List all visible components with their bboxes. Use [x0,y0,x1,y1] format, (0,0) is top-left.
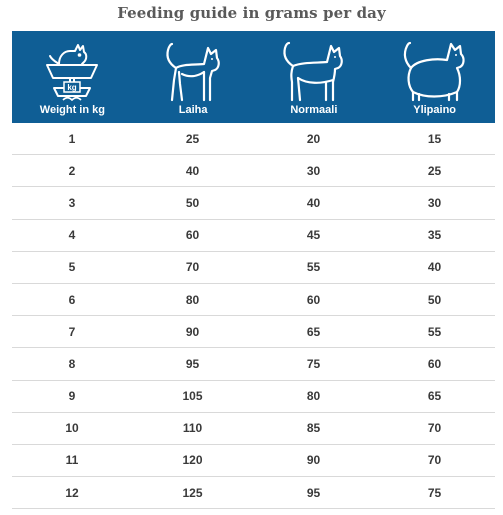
table-row: 10 110 85 70 [12,412,495,445]
thin-cell: 125 [132,476,253,510]
overweight-cell: 75 [374,476,495,510]
overweight-cell: 55 [374,315,495,349]
thin-cell: 25 [132,123,253,156]
header-overweight: Ylipaino [374,31,495,123]
weight-cell: 3 [12,186,132,220]
thin-cell: 120 [132,444,253,478]
header-weight: kg Weight in kg [12,31,133,123]
header-label-normal: Normaali [290,104,338,116]
normal-cell: 45 [253,219,374,252]
weight-cell: 7 [12,315,132,349]
weight-cell: 9 [12,380,132,413]
table-row: 8 95 75 60 [12,347,495,381]
table-row: 1 25 20 15 [12,123,495,156]
table-row: 12 125 95 75 [12,476,495,510]
thin-cell: 50 [132,186,253,220]
overweight-cell: 35 [374,219,495,252]
thin-cell: 105 [132,380,253,413]
normal-cell: 90 [253,444,374,478]
table-row: 2 40 30 25 [12,154,495,188]
normal-cell: 95 [253,476,374,510]
table-row: 6 80 60 50 [12,283,495,317]
overweight-cell: 40 [374,251,495,284]
normal-cell: 60 [253,283,374,317]
thin-cell: 80 [132,283,253,317]
weight-cell: 10 [12,412,132,445]
overweight-cell: 65 [374,380,495,413]
thin-cell: 95 [132,347,253,381]
overweight-cell: 50 [374,283,495,317]
normal-cat-icon [283,41,343,102]
scale-kg-text: kg [68,83,77,92]
header-label-overweight: Ylipaino [413,104,457,116]
header-label-weight: Weight in kg [39,104,105,116]
header-thin: Laiha [133,31,254,123]
table-header: kg Weight in kg Laiha [12,31,495,123]
normal-cell: 85 [253,412,374,445]
weight-cell: 6 [12,283,132,317]
thin-cell: 110 [132,412,253,445]
weight-cell: 12 [12,476,132,510]
thin-cat-icon [166,42,220,102]
table-row: 7 90 65 55 [12,315,495,349]
thin-cell: 40 [132,154,253,188]
weight-cell: 11 [12,444,132,478]
normal-cell: 65 [253,315,374,349]
weight-cell: 2 [12,154,132,188]
normal-cell: 30 [253,154,374,188]
weight-cell: 4 [12,219,132,252]
overweight-cat-icon [403,41,465,102]
normal-cell: 75 [253,347,374,381]
table-row: 11 120 90 70 [12,444,495,478]
thin-cell: 90 [132,315,253,349]
normal-cell: 20 [253,123,374,156]
table-row: 9 105 80 65 [12,380,495,413]
header-normal: Normaali [254,31,375,123]
table-row: 3 50 40 30 [12,186,495,220]
thin-cell: 70 [132,251,253,284]
overweight-cell: 15 [374,123,495,156]
scale-with-cat-icon: kg [46,44,99,102]
overweight-cell: 70 [374,444,495,478]
page-title: Feeding guide in grams per day [117,4,386,22]
weight-cell: 5 [12,251,132,284]
weight-cell: 8 [12,347,132,381]
overweight-cell: 60 [374,347,495,381]
table-row: 5 70 55 40 [12,251,495,284]
normal-cell: 80 [253,380,374,413]
thin-cell: 60 [132,219,253,252]
overweight-cell: 25 [374,154,495,188]
header-label-thin: Laiha [178,104,208,116]
overweight-cell: 70 [374,412,495,445]
overweight-cell: 30 [374,186,495,220]
normal-cell: 55 [253,251,374,284]
weight-cell: 1 [12,123,132,156]
feeding-table: 1 25 20 15 2 40 30 25 3 50 40 30 4 60 45… [12,123,495,510]
table-row: 4 60 45 35 [12,219,495,252]
normal-cell: 40 [253,186,374,220]
